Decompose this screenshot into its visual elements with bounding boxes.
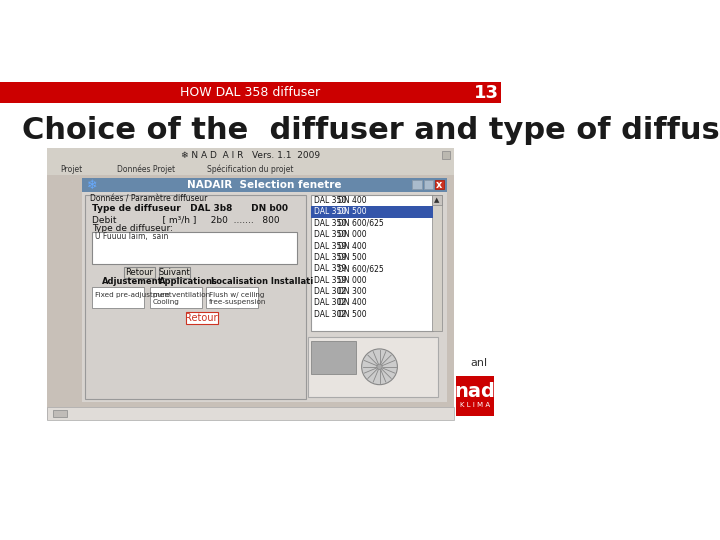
Bar <box>413 180 421 190</box>
Text: DN 000: DN 000 <box>338 276 366 285</box>
Text: ❄ N A D  A I R   Vers. 1.1  2009: ❄ N A D A I R Vers. 1.1 2009 <box>181 151 320 160</box>
Text: DN 600/625: DN 600/625 <box>338 219 384 228</box>
Bar <box>158 267 190 278</box>
Text: ❄: ❄ <box>86 179 97 192</box>
Text: Debit                [ m³/h ]     2b0  .......   800: Debit [ m³/h ] 2b0 ....... 800 <box>92 215 279 224</box>
Text: nad: nad <box>454 382 495 401</box>
Bar <box>92 287 144 308</box>
Text: DN 400: DN 400 <box>338 241 366 251</box>
Bar <box>92 232 297 264</box>
Text: Adjustement: Adjustement <box>102 278 162 286</box>
Text: U Fuuuu laim,  sain: U Fuuuu laim, sain <box>94 232 168 241</box>
Text: 13: 13 <box>474 84 500 102</box>
Text: Spécification du projet: Spécification du projet <box>207 164 294 174</box>
Bar <box>456 376 494 416</box>
Text: DAL 359: DAL 359 <box>314 265 346 273</box>
Text: DAL 359: DAL 359 <box>314 241 346 251</box>
Text: DN 400: DN 400 <box>338 299 366 307</box>
Bar <box>82 178 447 192</box>
Bar <box>82 192 447 402</box>
Bar <box>124 267 155 278</box>
Text: DN 400: DN 400 <box>338 196 366 205</box>
Text: Projet: Projet <box>60 165 82 174</box>
Bar <box>48 164 454 175</box>
Bar <box>53 410 67 417</box>
Bar <box>85 195 306 400</box>
Circle shape <box>361 349 397 384</box>
Text: HOW DAL 358 diffuser: HOW DAL 358 diffuser <box>180 86 320 99</box>
Bar <box>48 407 454 420</box>
Bar <box>150 287 202 308</box>
Text: DN 500: DN 500 <box>338 207 366 217</box>
Text: DN 500: DN 500 <box>338 310 366 319</box>
Text: x: x <box>436 180 442 190</box>
Text: DN 000: DN 000 <box>338 230 366 239</box>
Text: pure ventilation
Cooling: pure ventilation Cooling <box>153 292 210 305</box>
Text: Choice of the  diffuser and type of diffusion: Choice of the diffuser and type of diffu… <box>22 117 720 145</box>
Bar <box>311 206 433 218</box>
Text: NADAIR  Selection fenetre: NADAIR Selection fenetre <box>187 180 342 190</box>
Bar <box>310 341 356 374</box>
Text: Type de diffuseur   DAL 3b8      DN b00: Type de diffuseur DAL 3b8 DN b00 <box>92 204 288 213</box>
Text: DAL 302: DAL 302 <box>314 287 346 296</box>
Bar <box>186 313 217 323</box>
Text: DAL 359: DAL 359 <box>314 276 346 285</box>
Text: anl: anl <box>470 357 487 368</box>
Text: Retour: Retour <box>125 268 153 276</box>
Text: ▲: ▲ <box>434 197 439 202</box>
Text: Flush w/ ceiling
free-suspension: Flush w/ ceiling free-suspension <box>209 292 266 305</box>
Text: Données Projet: Données Projet <box>117 164 175 174</box>
Text: DAL 350: DAL 350 <box>314 207 346 217</box>
Text: Suivant: Suivant <box>158 268 190 276</box>
Text: DN 300: DN 300 <box>338 287 366 296</box>
Bar <box>48 148 454 164</box>
Text: DAL 302: DAL 302 <box>314 310 346 319</box>
Text: DN 500: DN 500 <box>338 253 366 262</box>
Bar <box>311 195 433 332</box>
Bar <box>435 180 444 190</box>
Bar <box>432 195 441 205</box>
Bar <box>48 148 454 420</box>
Text: K L I M A: K L I M A <box>459 402 490 408</box>
Text: Localisation Installati: Localisation Installati <box>211 278 313 286</box>
Text: DAL 350: DAL 350 <box>314 196 346 205</box>
Circle shape <box>377 364 382 369</box>
Text: DAL 350: DAL 350 <box>314 219 346 228</box>
Text: Applications: Applications <box>158 278 217 286</box>
Bar <box>432 195 441 332</box>
Text: Fixed pre-adjustment: Fixed pre-adjustment <box>94 292 171 298</box>
Text: Type de diffuseur:: Type de diffuseur: <box>92 224 173 233</box>
Text: DAL 350: DAL 350 <box>314 230 346 239</box>
Bar <box>307 337 438 396</box>
Text: DAL 359: DAL 359 <box>314 253 346 262</box>
Text: Données / Paramètre diffuseur: Données / Paramètre diffuseur <box>91 194 208 204</box>
Bar <box>441 151 450 159</box>
Text: DAL 302: DAL 302 <box>314 299 346 307</box>
Bar <box>423 180 433 190</box>
Bar <box>0 82 501 103</box>
Bar <box>206 287 258 308</box>
Text: DN 600/625: DN 600/625 <box>338 265 384 273</box>
Text: Retour: Retour <box>186 313 218 323</box>
